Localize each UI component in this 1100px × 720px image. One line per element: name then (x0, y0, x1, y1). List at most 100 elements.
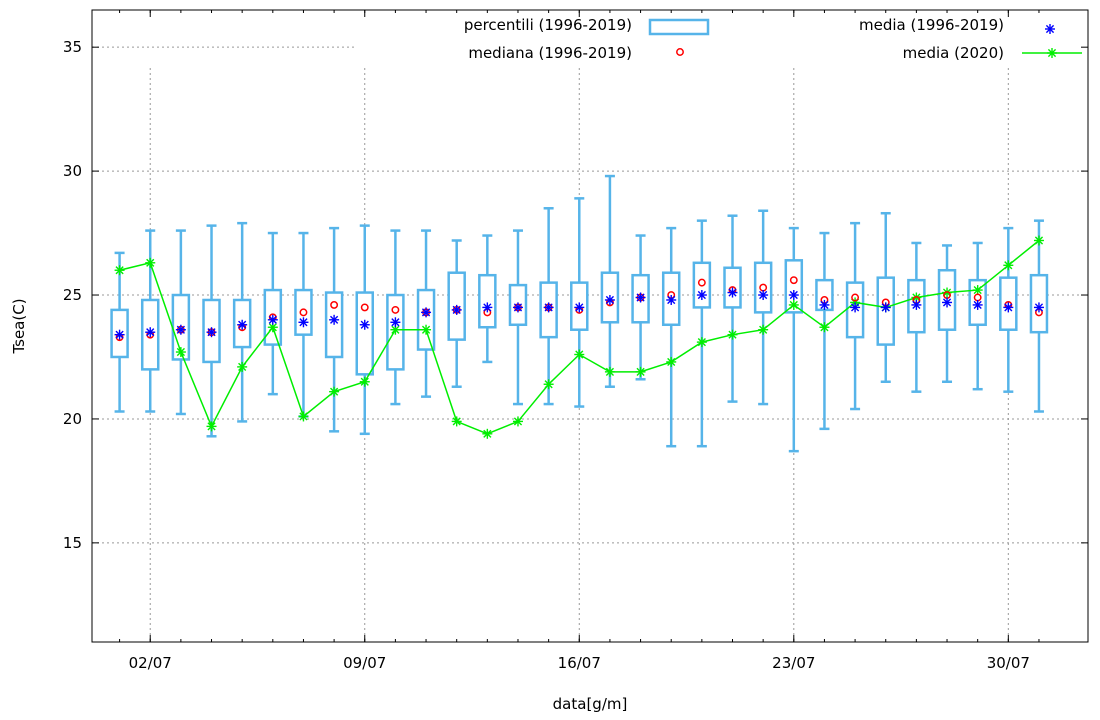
point-mean-2020 (390, 324, 401, 335)
point-mean (206, 327, 217, 338)
point-mean (298, 317, 309, 328)
point-mean (390, 317, 401, 328)
boxplot (876, 211, 895, 384)
x-axis-label: data[g/m] (553, 695, 628, 713)
boxplot (661, 226, 681, 448)
point-mean-2020 (451, 416, 462, 427)
point-mean (1003, 302, 1014, 313)
boxplot (140, 229, 160, 413)
point-mean (421, 307, 432, 318)
point-mean-2020 (574, 349, 585, 360)
point-median (391, 305, 400, 314)
box-iqr (478, 273, 497, 329)
legend: percentili (1996-2019) mediana (1996-201… (464, 16, 1082, 62)
x-tick-label: 16/07 (558, 654, 601, 672)
point-mean (359, 319, 370, 330)
point-mean-2020 (788, 299, 799, 310)
boxplot (171, 229, 191, 416)
point-mean (237, 319, 248, 330)
legend-swatch-percentili (648, 18, 710, 36)
point-mean-2020 (175, 347, 186, 358)
point-mean (942, 297, 953, 308)
boxplot (600, 174, 620, 388)
y-tick-label: 30 (63, 162, 82, 180)
boxplot (784, 226, 804, 453)
point-mean (482, 302, 493, 313)
y-tick-label: 25 (63, 286, 82, 304)
y-tick-label: 35 (63, 38, 82, 56)
point-mean (972, 299, 983, 310)
box-iqr (355, 291, 375, 376)
boxplot (692, 219, 712, 448)
boxplot (753, 209, 773, 406)
point-mean-2020 (727, 329, 738, 340)
legend-label-media: media (1996-2019) (859, 16, 1004, 34)
point-median (360, 303, 369, 312)
point-median (330, 300, 339, 309)
point-median (697, 278, 706, 287)
point-mean (696, 290, 707, 301)
boxplot (723, 214, 742, 403)
point-mean-2020 (758, 324, 769, 335)
legend-swatch-media2020-marker (1047, 48, 1057, 58)
point-mean-2020 (1033, 235, 1044, 246)
box-iqr (416, 288, 436, 351)
legend-mean-star (1045, 24, 1055, 34)
boxplot (324, 226, 344, 433)
boxplot (416, 229, 436, 398)
legend-2020-star (1047, 48, 1057, 58)
point-mean (911, 299, 922, 310)
point-mean-2020 (972, 285, 983, 296)
point-mean-2020 (359, 376, 370, 387)
point-mean (451, 304, 462, 315)
boxplot (631, 234, 650, 381)
x-tick-label: 09/07 (343, 654, 386, 672)
point-mean-2020 (543, 379, 554, 390)
point-mean-2020 (666, 356, 677, 367)
point-mean-2020 (421, 324, 432, 335)
point-mean (175, 324, 186, 335)
point-mean (727, 287, 738, 298)
point-mean-2020 (145, 257, 156, 268)
y-tick-label: 20 (63, 410, 82, 428)
legend-label-percentili: percentili (1996-2019) (464, 16, 632, 34)
y-tick-label: 15 (63, 534, 82, 552)
legend-label-mediana: mediana (1996-2019) (468, 44, 632, 62)
point-mean-2020 (1003, 260, 1014, 271)
series-mean (114, 287, 1044, 340)
point-mean (574, 302, 585, 313)
point-mean-2020 (512, 416, 523, 427)
point-mean-2020 (819, 322, 830, 333)
point-mean (512, 302, 523, 313)
point-mean (819, 299, 830, 310)
boxplot (294, 231, 313, 418)
point-mean-2020 (237, 361, 248, 372)
point-mean (635, 292, 646, 303)
point-mean-2020 (635, 366, 646, 377)
point-mean-2020 (604, 366, 615, 377)
boxplot (478, 234, 497, 364)
point-mean (543, 302, 554, 313)
point-mean (758, 290, 769, 301)
box-iqr (784, 259, 804, 314)
point-mean (850, 302, 861, 313)
point-median (789, 276, 798, 285)
boxplot (845, 221, 865, 411)
point-mean-2020 (329, 386, 340, 397)
legend-swatch-mediana (676, 48, 684, 56)
point-mean (604, 294, 615, 305)
point-mean (880, 302, 891, 313)
x-tick-label: 23/07 (772, 654, 815, 672)
legend-label-media2020: media (2020) (903, 44, 1004, 62)
point-median (851, 293, 860, 302)
boxplot (263, 231, 283, 396)
point-mean (1033, 302, 1044, 313)
point-mean-2020 (267, 322, 278, 333)
boxplot (508, 229, 528, 406)
boxplot (1029, 219, 1049, 413)
point-mean (666, 294, 677, 305)
point-mean (267, 314, 278, 325)
point-median (299, 308, 308, 317)
point-mean (145, 327, 156, 338)
x-tick-label: 30/07 (987, 654, 1030, 672)
